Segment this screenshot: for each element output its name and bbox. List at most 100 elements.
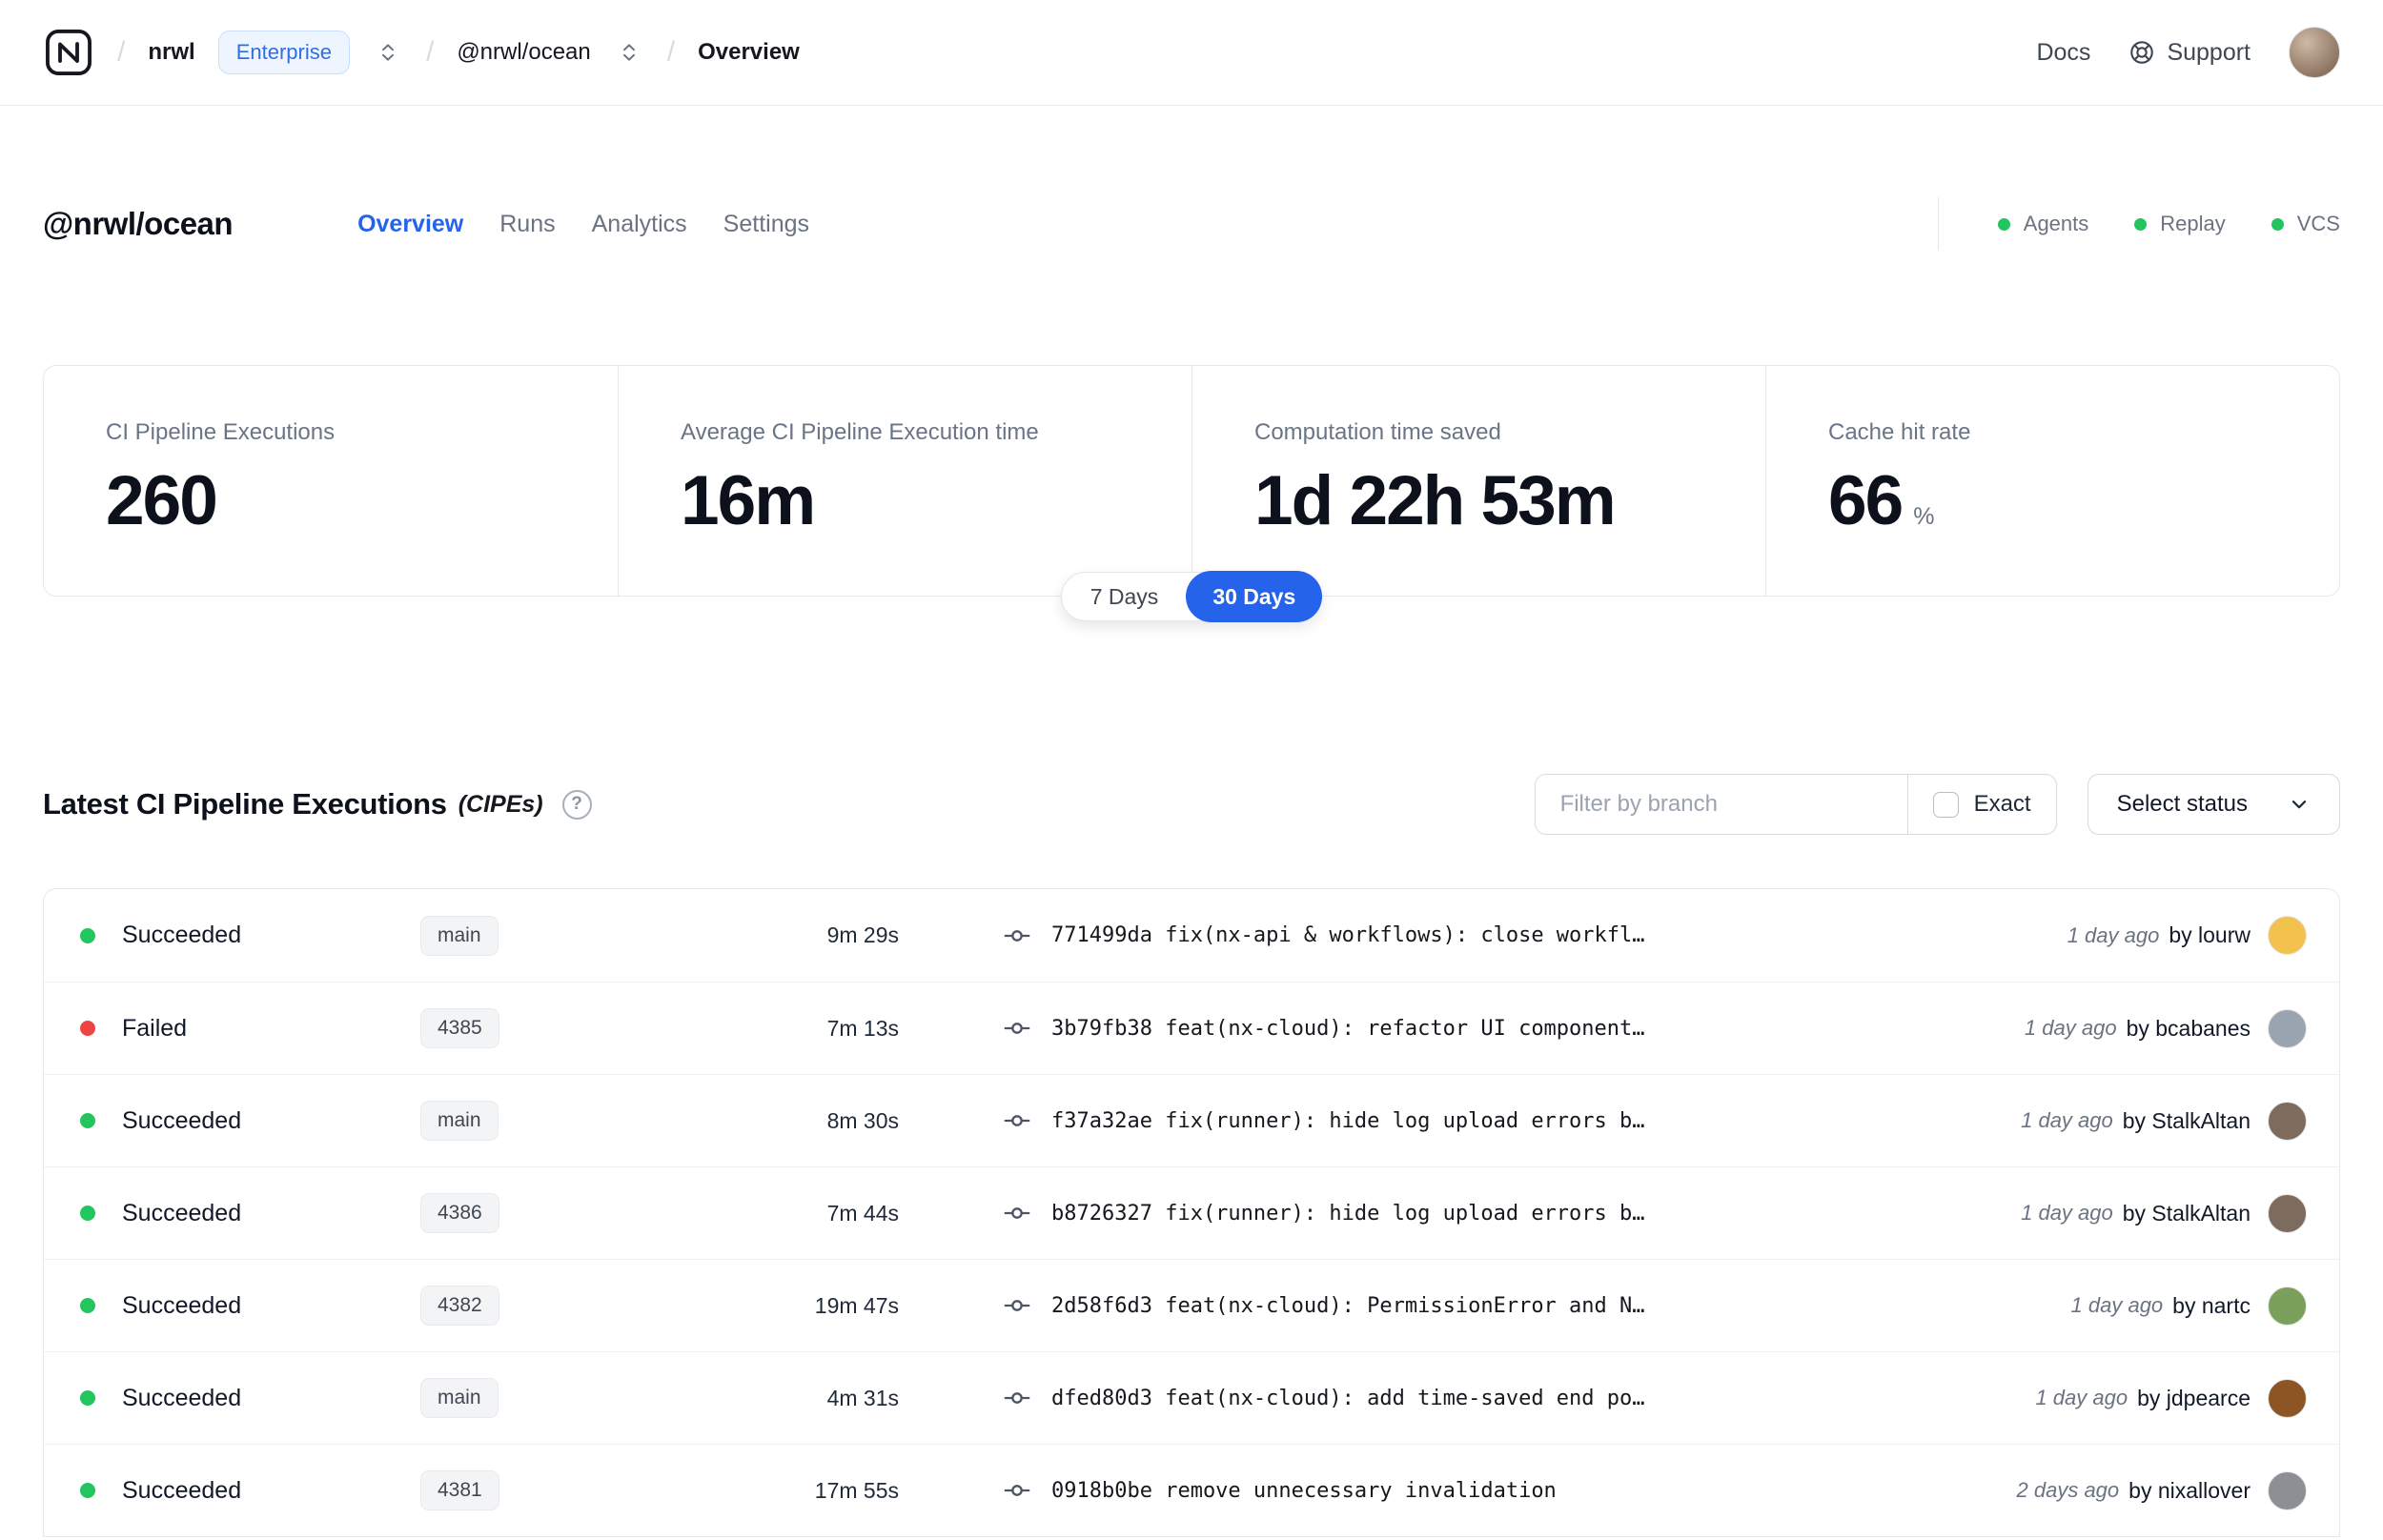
status-dot [80, 1390, 95, 1406]
duration: 4m 31s [826, 1385, 899, 1410]
duration: 17m 55s [814, 1477, 899, 1503]
author-avatar [2268, 1470, 2307, 1510]
breadcrumb: / nrwl Enterprise / @nrwl/ocean / Overvi… [43, 27, 800, 78]
duration: 7m 13s [826, 1015, 899, 1041]
author-avatar [2268, 916, 2307, 955]
breadcrumb-separator: / [425, 36, 435, 68]
workspace-switcher-chevrons-icon[interactable] [614, 37, 644, 68]
commit-message: 3b79fb38 feat(nx-cloud): refactor UI com… [1051, 1016, 1645, 1041]
stat-ci-pipeline-executions: CI Pipeline Executions 260 [44, 366, 618, 596]
commit-message: 2d58f6d3 feat(nx-cloud): PermissionError… [1051, 1293, 1645, 1318]
breadcrumb-page: Overview [698, 39, 800, 65]
stat-cache-hit-rate: Cache hit rate 66 % [1765, 366, 2339, 596]
breadcrumb-org[interactable]: nrwl [148, 39, 195, 65]
stat-value: 1d 22h 53m [1254, 462, 1617, 539]
git-commit-icon [1004, 1115, 1030, 1126]
support-link[interactable]: Support [2128, 39, 2251, 67]
nx-logo-icon[interactable] [43, 27, 94, 78]
status-text: Succeeded [122, 1291, 242, 1319]
author: by bcabanes [2126, 1015, 2251, 1041]
tab-analytics[interactable]: Analytics [591, 210, 687, 237]
author: by StalkAltan [2122, 1200, 2251, 1226]
git-commit-icon [1004, 1207, 1030, 1219]
workspace-header: @nrwl/ocean Overview Runs Analytics Sett… [0, 197, 2383, 251]
stat-label: Average CI Pipeline Execution time [681, 419, 1039, 445]
cipe-section-header: Latest CI Pipeline Executions (CIPEs) ? … [43, 774, 2340, 835]
author: by nartc [2172, 1292, 2251, 1318]
status-text: Succeeded [122, 922, 242, 948]
time-ago: 1 day ago [2021, 1108, 2113, 1132]
stat-average-execution-time: Average CI Pipeline Execution time 16m [618, 366, 1192, 596]
environment-statuses: Agents Replay VCS [1937, 197, 2340, 251]
green-status-dot [1997, 217, 2010, 231]
breadcrumb-workspace[interactable]: @nrwl/ocean [457, 39, 591, 65]
author-avatar [2268, 1101, 2307, 1141]
tab-overview[interactable]: Overview [357, 210, 464, 237]
status-dot [80, 1021, 95, 1036]
stat-label: CI Pipeline Executions [106, 419, 336, 445]
status-text: Succeeded [122, 1199, 242, 1226]
branch-badge: 4385 [420, 1008, 499, 1048]
cipe-row[interactable]: Succeeded 4381 17m 55s 0918b0be remove u… [44, 1444, 2339, 1536]
branch-badge: main [420, 1378, 499, 1418]
branch-badge: 4381 [420, 1470, 499, 1510]
duration: 19m 47s [814, 1292, 899, 1318]
status-text: Succeeded [122, 1476, 242, 1504]
exact-toggle[interactable]: Exact [1908, 791, 2056, 818]
commit-message: 0918b0be remove unnecessary invalidation [1051, 1478, 1557, 1503]
lifebuoy-icon [2130, 41, 2154, 64]
enterprise-badge: Enterprise [217, 30, 350, 74]
navbar-actions: Docs Support [2036, 27, 2340, 78]
status-agents[interactable]: Agents [1997, 212, 2088, 236]
git-commit-icon [1004, 929, 1030, 942]
status-replay[interactable]: Replay [2134, 212, 2226, 236]
time-ago: 1 day ago [2070, 1293, 2164, 1317]
cipe-filter-controls: Exact Select status [1534, 774, 2340, 835]
green-status-dot [2271, 217, 2284, 231]
cipe-row[interactable]: Succeeded 4386 7m 44s b8726327 fix(runne… [44, 1166, 2339, 1259]
user-avatar[interactable] [2289, 27, 2340, 78]
tab-settings[interactable]: Settings [723, 210, 810, 237]
branch-filter-input[interactable] [1535, 775, 1907, 834]
stat-value: 16m [681, 462, 816, 539]
help-icon[interactable]: ? [561, 789, 592, 820]
time-ago: 1 day ago [2035, 1386, 2128, 1409]
status-vcs[interactable]: VCS [2271, 212, 2340, 236]
select-status-dropdown[interactable]: Select status [2087, 774, 2340, 835]
author: by jdpearce [2137, 1385, 2251, 1410]
cipe-row[interactable]: Failed 4385 7m 13s 3b79fb38 feat(nx-clou… [44, 982, 2339, 1074]
status-text: Succeeded [122, 1384, 242, 1411]
author-avatar [2268, 1193, 2307, 1233]
git-commit-icon [1004, 1300, 1030, 1311]
status-vcs-label: VCS [2296, 212, 2340, 235]
author: by StalkAltan [2122, 1107, 2251, 1133]
duration: 7m 44s [826, 1200, 899, 1226]
cipe-row[interactable]: Succeeded main 4m 31s dfed80d3 feat(nx-c… [44, 1351, 2339, 1444]
exact-label: Exact [1973, 791, 2031, 817]
chevron-down-icon [2291, 800, 2307, 809]
cipe-row[interactable]: Succeeded main 9m 29s 771499da fix(nx-ap… [44, 889, 2339, 982]
tab-runs[interactable]: Runs [499, 210, 556, 237]
green-status-dot [2134, 217, 2148, 231]
git-commit-icon [1004, 1485, 1030, 1496]
docs-link[interactable]: Docs [2036, 38, 2091, 66]
section-title: Latest CI Pipeline Executions [43, 787, 447, 821]
support-label: Support [2167, 38, 2251, 66]
stat-label: Computation time saved [1254, 419, 1501, 445]
cipe-row[interactable]: Succeeded 4382 19m 47s 2d58f6d3 feat(nx-… [44, 1259, 2339, 1351]
branch-badge: 4382 [420, 1286, 499, 1326]
git-commit-icon [1004, 1392, 1030, 1404]
stat-label: Cache hit rate [1828, 419, 1971, 445]
exact-checkbox[interactable] [1932, 791, 1959, 818]
commit-message: f37a32ae fix(runner): hide log upload er… [1051, 1108, 1645, 1133]
branch-badge: main [420, 915, 499, 956]
time-ago: 1 day ago [2067, 922, 2160, 947]
cipe-row[interactable]: Succeeded main 8m 30s f37a32ae fix(runne… [44, 1074, 2339, 1166]
org-switcher-chevrons-icon[interactable] [373, 37, 403, 68]
date-range-toggle-wrap: 7 Days 30 Days [0, 571, 2383, 622]
duration: 9m 29s [826, 922, 899, 947]
range-7-days-button[interactable]: 7 Days [1062, 573, 1188, 620]
range-30-days-button[interactable]: 30 Days [1186, 571, 1323, 622]
commit-message: b8726327 fix(runner): hide log upload er… [1051, 1201, 1645, 1226]
section-title-suffix: (CIPEs) [458, 790, 543, 818]
